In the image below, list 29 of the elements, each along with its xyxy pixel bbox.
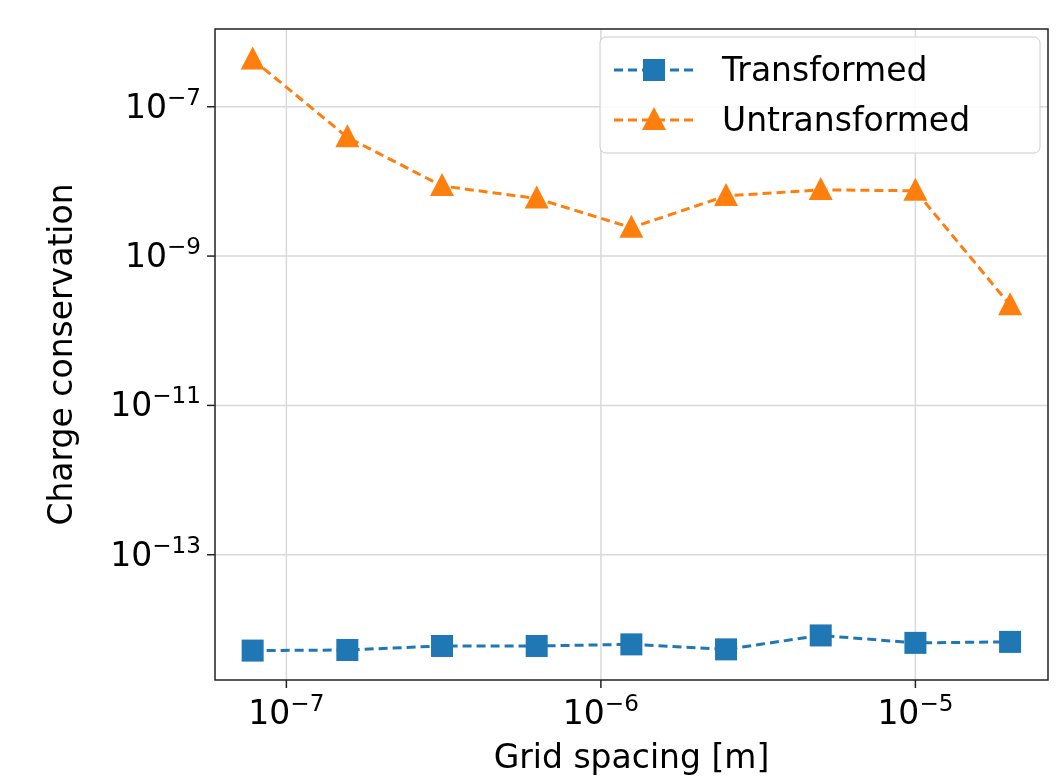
point: [714, 182, 739, 206]
point: [241, 639, 264, 662]
y-axis-title: Charge conservation: [41, 183, 80, 526]
x-tick-label: 10$^{−6}$: [562, 690, 639, 732]
point: [240, 46, 265, 70]
x-tick-label: 10$^{−7}$: [248, 690, 325, 732]
y-tick-label: 10$^{−7}$: [124, 83, 201, 126]
point: [431, 634, 454, 657]
point: [998, 292, 1023, 316]
legend-label: Transformed: [721, 50, 928, 89]
point: [336, 638, 359, 661]
point: [808, 176, 833, 200]
point: [620, 633, 643, 656]
legend-label: Untransformed: [722, 100, 971, 139]
point: [715, 638, 738, 661]
point: [904, 631, 927, 654]
x-axis-title: Grid spacing [m]: [493, 737, 770, 776]
point: [999, 630, 1022, 653]
y-tick-label: 10$^{−11}$: [110, 382, 201, 425]
x-tick-label: 10$^{−5}$: [877, 690, 954, 732]
point: [430, 172, 455, 196]
y-tick-label: 10$^{−13}$: [110, 531, 201, 574]
point: [903, 177, 928, 201]
point: [525, 634, 548, 657]
point: [619, 214, 644, 238]
point: [524, 185, 549, 209]
point: [335, 124, 360, 148]
y-tick-label: 10$^{−9}$: [124, 233, 201, 276]
point: [809, 624, 832, 647]
